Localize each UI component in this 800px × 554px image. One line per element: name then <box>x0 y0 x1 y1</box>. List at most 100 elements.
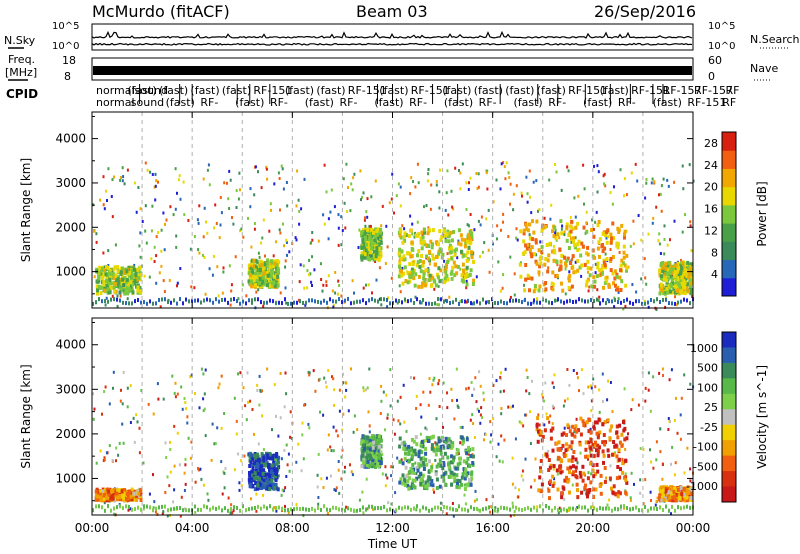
region-cell <box>272 473 276 478</box>
ground-scatter-cell <box>212 505 214 510</box>
region-cell <box>414 452 418 457</box>
region-cell <box>405 446 409 451</box>
scatter-cell <box>228 207 231 210</box>
ground-scatter-cell <box>125 301 127 306</box>
ground-scatter-cell <box>410 298 412 303</box>
ground-scatter-cell <box>401 300 403 305</box>
scatter-cell <box>157 180 159 184</box>
ground-scatter-cell <box>245 301 247 306</box>
region-cell <box>376 227 380 232</box>
region-cell <box>469 482 473 487</box>
region-cell <box>470 235 474 240</box>
scatter-cell <box>327 433 330 437</box>
scatter-cell <box>262 448 265 451</box>
region-cell <box>110 268 114 273</box>
region-cell <box>467 232 471 237</box>
scatter-cell <box>548 178 551 182</box>
region-cell <box>276 266 280 271</box>
scatter-cell <box>141 220 144 223</box>
scatter-cell <box>480 406 483 410</box>
region-cell <box>453 479 457 484</box>
scatter-cell <box>275 414 277 418</box>
region-cell <box>400 269 403 274</box>
scatter-cell <box>144 204 147 208</box>
region-cell <box>564 263 568 268</box>
scatter-cell <box>337 213 340 217</box>
cpid-label-row1: RF-151 <box>568 84 607 97</box>
region-cell <box>667 490 671 495</box>
scatter-cell <box>411 232 414 236</box>
region-cell <box>423 283 427 288</box>
ground-scatter-cell <box>245 508 247 513</box>
region-cell <box>426 231 430 236</box>
region-cell <box>370 451 374 456</box>
scatter-cell <box>686 446 689 450</box>
ground-scatter-cell <box>155 506 157 511</box>
region-cell <box>402 446 406 451</box>
ground-scatter-cell <box>203 298 205 303</box>
scatter-cell <box>635 290 638 294</box>
region-cell <box>374 437 377 442</box>
ground-scatter-cell <box>383 297 385 302</box>
scatter-cell <box>243 454 246 458</box>
scatter-cell <box>580 368 583 372</box>
scatter-cell <box>596 288 599 292</box>
region-cell <box>589 461 593 466</box>
scatter-cell <box>197 467 199 470</box>
scatter-cell <box>430 183 433 187</box>
scatter-cell <box>420 301 423 305</box>
ground-scatter-cell <box>128 301 130 306</box>
region-cell <box>596 453 600 458</box>
region-cell <box>113 289 117 294</box>
scatter-cell <box>392 465 394 469</box>
region-cell <box>262 458 266 463</box>
colorbar-tick-label: 20 <box>704 181 718 194</box>
scatter-cell <box>607 379 609 383</box>
region-cell <box>266 455 270 460</box>
scatter-cell <box>538 273 541 277</box>
scatter-cell <box>241 283 244 287</box>
scatter-cell <box>206 168 209 172</box>
scatter-cell <box>308 371 311 375</box>
scatter-cell <box>473 228 476 232</box>
scatter-cell <box>313 268 316 272</box>
region-cell <box>689 488 693 493</box>
region-cell <box>565 238 569 243</box>
scatter-cell <box>609 381 612 384</box>
scatter-cell <box>277 434 280 438</box>
scatter-cell <box>343 470 346 474</box>
region-cell <box>602 433 606 437</box>
region-cell <box>436 445 439 450</box>
region-cell <box>559 266 563 271</box>
ground-scatter-cell <box>92 508 94 513</box>
scatter-cell <box>457 239 460 243</box>
region-cell <box>370 246 374 250</box>
scatter-cell <box>594 262 597 266</box>
scatter-cell <box>485 217 488 221</box>
region-cell <box>401 281 405 286</box>
region-cell <box>128 497 132 502</box>
scatter-cell <box>380 303 383 307</box>
region-cell <box>402 234 406 239</box>
region-cell <box>379 246 383 251</box>
ground-scatter-cell <box>185 297 187 302</box>
ground-scatter-cell <box>173 506 175 511</box>
region-cell <box>363 255 367 260</box>
region-cell <box>434 283 438 288</box>
region-cell <box>677 493 681 498</box>
scatter-cell <box>630 171 633 175</box>
region-cell <box>275 467 279 472</box>
region-cell <box>419 456 423 461</box>
region-cell <box>421 460 425 465</box>
region-cell <box>670 281 674 286</box>
scatter-cell <box>206 231 209 235</box>
region-cell <box>414 435 418 440</box>
region-cell <box>272 482 276 487</box>
ground-scatter-cell <box>227 508 229 513</box>
region-cell <box>620 443 624 448</box>
region-cell <box>562 431 566 436</box>
region-cell <box>401 240 405 245</box>
scatter-cell <box>298 222 301 226</box>
scatter-cell <box>411 222 414 226</box>
scatter-cell <box>309 272 312 276</box>
